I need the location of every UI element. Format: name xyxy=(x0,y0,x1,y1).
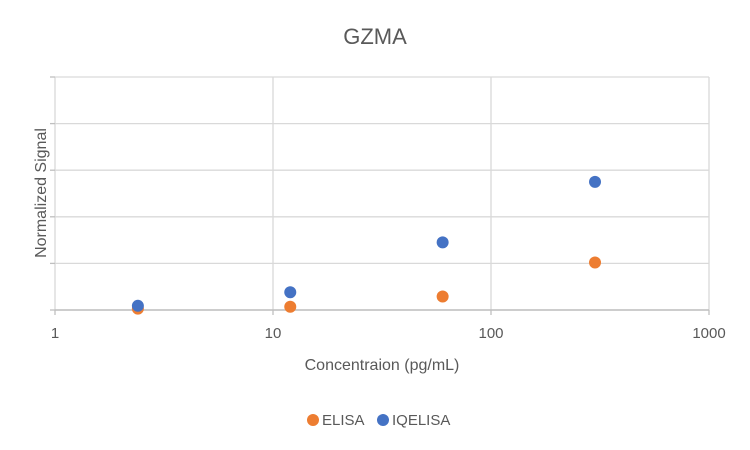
legend: ELISA IQELISA xyxy=(307,412,450,429)
axes xyxy=(50,76,710,315)
gridlines xyxy=(54,76,710,311)
point-iqelisa xyxy=(131,299,144,312)
point-iqelisa xyxy=(436,236,449,249)
legend-label-iqelisa: IQELISA xyxy=(392,412,450,429)
point-iqelisa xyxy=(284,286,297,299)
chart-title: GZMA xyxy=(343,24,407,49)
x-axis-title: Concentraion (pg/mL) xyxy=(305,357,460,374)
x-tick-labels: 1 10 100 1000 xyxy=(51,325,726,342)
point-elisa xyxy=(436,290,449,303)
y-axis-title: Normalized Signal xyxy=(33,128,50,258)
legend-marker-iqelisa xyxy=(377,414,389,426)
x-tick-label: 100 xyxy=(478,325,503,342)
x-tick-label: 1 xyxy=(51,325,59,342)
point-elisa xyxy=(589,256,602,269)
point-iqelisa xyxy=(589,175,602,188)
data-points xyxy=(131,175,602,315)
x-tick-label: 10 xyxy=(265,325,282,342)
legend-label-elisa: ELISA xyxy=(322,412,365,429)
x-tick-label: 1000 xyxy=(692,325,725,342)
legend-marker-elisa xyxy=(307,414,319,426)
point-elisa xyxy=(284,300,297,313)
